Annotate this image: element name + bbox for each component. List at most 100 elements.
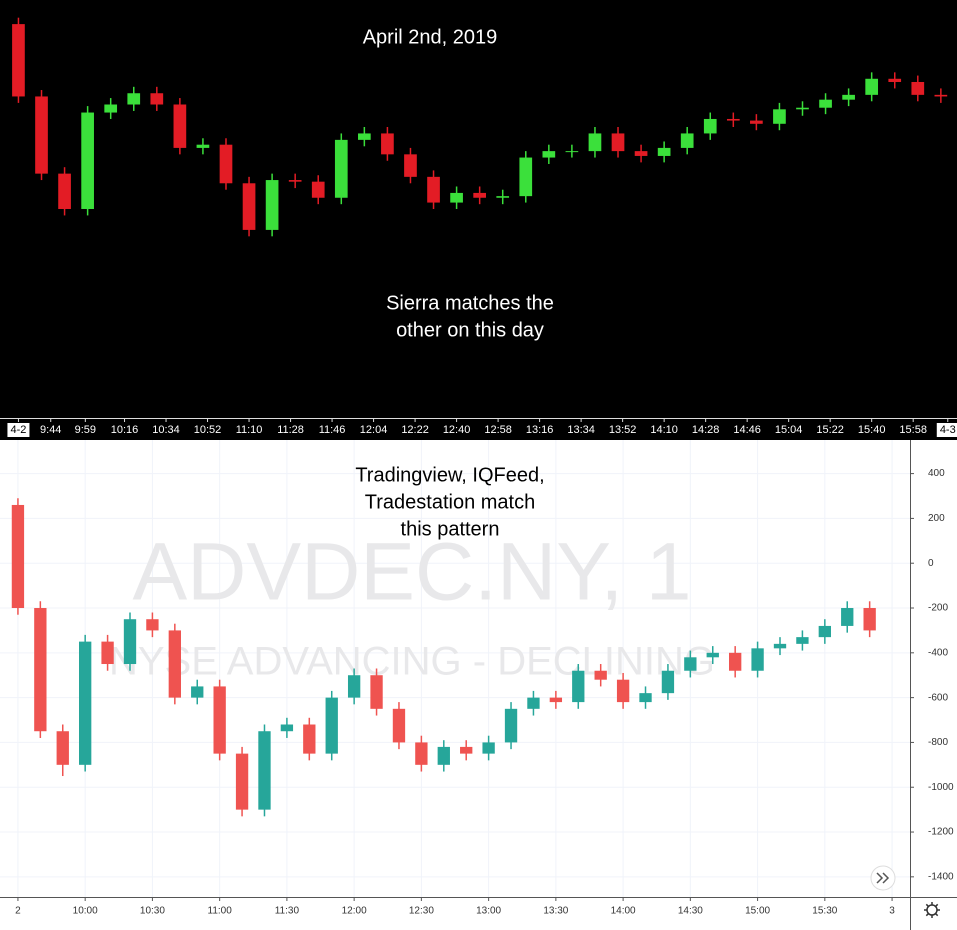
gear-teeth[interactable] (924, 902, 940, 918)
candle-body (427, 176, 440, 203)
candle-body (303, 724, 316, 754)
candle-body (191, 686, 204, 698)
x-tick-label: 4-2 (10, 424, 26, 436)
candle-body (726, 118, 740, 121)
x-tick-label: 4-3 (940, 424, 956, 436)
candle-body (773, 643, 787, 649)
candle-body (81, 112, 94, 209)
x-tick-label: 15:04 (775, 424, 803, 436)
candle-body (58, 173, 71, 209)
candle-body (258, 731, 271, 810)
candle-body (934, 94, 948, 97)
y-tick-label: 0 (928, 558, 934, 569)
x-tick-label: 15:40 (858, 424, 886, 436)
candle-body (404, 154, 417, 177)
candle-body (611, 133, 625, 152)
x-tick-label: 14:46 (733, 424, 761, 436)
x-tick-label: 12:58 (484, 424, 512, 436)
settings-button[interactable] (924, 902, 940, 918)
candle-body (288, 180, 302, 182)
candle-body (819, 99, 832, 108)
candle-body (542, 151, 556, 158)
top-panel (0, 0, 957, 440)
candle-body (450, 192, 463, 203)
candle-body (796, 637, 809, 644)
candle-body (684, 657, 697, 671)
annotation: April 2nd, 2019 (363, 26, 498, 48)
x-tick-box (936, 423, 957, 437)
x-tick-label: 11:10 (236, 424, 263, 436)
candle-body (482, 742, 495, 754)
candle-body (657, 147, 671, 156)
candle-body (437, 746, 450, 765)
candle-body (594, 670, 607, 680)
x-tick-label: 13:16 (526, 424, 554, 436)
candle-body (751, 648, 764, 671)
candle-body (325, 697, 338, 754)
candle-body (680, 133, 694, 148)
x-tick-label: 12:30 (409, 906, 434, 917)
x-tick-label: 10:00 (73, 906, 98, 917)
candle-body (519, 157, 533, 197)
candle-body (588, 133, 602, 152)
candle-body (381, 133, 394, 155)
bottom-panel (0, 440, 957, 930)
y-tick-label: -200 (928, 603, 948, 614)
candle-body (196, 144, 210, 148)
candle-body (888, 78, 902, 82)
x-tick-label: 10:30 (140, 906, 165, 917)
candle-body (572, 670, 585, 703)
candle-body (12, 24, 25, 97)
candle-body (56, 731, 69, 765)
candle-body (773, 109, 786, 124)
candle-body (146, 619, 159, 631)
candle-body (370, 675, 383, 709)
candle-body (818, 625, 831, 638)
candle-body (242, 183, 256, 230)
candle-body (347, 675, 361, 698)
candle-body (729, 652, 742, 671)
x-tick-label: 14:10 (650, 424, 678, 436)
x-tick-label: 13:00 (476, 906, 501, 917)
scroll-icon[interactable] (876, 872, 890, 884)
candle-body (34, 608, 47, 732)
x-tick-label: 15:30 (812, 906, 837, 917)
x-tick-label: 11:28 (277, 424, 304, 436)
candle-body (703, 118, 717, 134)
x-tick-label: 11:46 (319, 424, 346, 436)
y-tick-label: 400 (928, 468, 945, 479)
x-tick-label: 14:28 (692, 424, 720, 436)
candle-body (334, 139, 348, 198)
y-tick-label: -1200 (928, 827, 954, 838)
x-tick-label: 10:16 (111, 424, 139, 436)
candle-body (213, 686, 226, 754)
y-tick-label: -400 (928, 647, 948, 658)
candle-body (79, 641, 92, 765)
x-tick-label: 9:44 (40, 424, 61, 436)
candle-body (280, 724, 294, 732)
candle-body (235, 753, 249, 810)
x-tick-box (7, 423, 30, 437)
x-tick-label: 3 (889, 906, 895, 917)
x-tick-label: 15:00 (745, 906, 770, 917)
candle-body (219, 144, 233, 184)
watermark: NYSE ADVANCING - DECLINING (109, 640, 715, 684)
annotation: Tradingview, IQFeed, (355, 464, 544, 486)
x-tick-label: 12:00 (342, 906, 367, 917)
candle-body (911, 81, 925, 95)
x-tick-label: 12:40 (443, 424, 471, 436)
scroll-button[interactable] (870, 865, 896, 891)
x-tick-label: 10:52 (194, 424, 222, 436)
x-tick-label: 9:59 (75, 424, 96, 436)
candle-body (549, 697, 563, 703)
candle-body (504, 708, 518, 743)
candle-body (127, 93, 141, 105)
candle-body (104, 104, 118, 113)
candle-body (358, 133, 371, 140)
candle-body (841, 608, 854, 626)
x-tick-label: 12:04 (360, 424, 388, 436)
y-tick-label: -800 (928, 737, 948, 748)
candle-body (101, 641, 114, 665)
x-tick-label: 13:52 (609, 424, 637, 436)
